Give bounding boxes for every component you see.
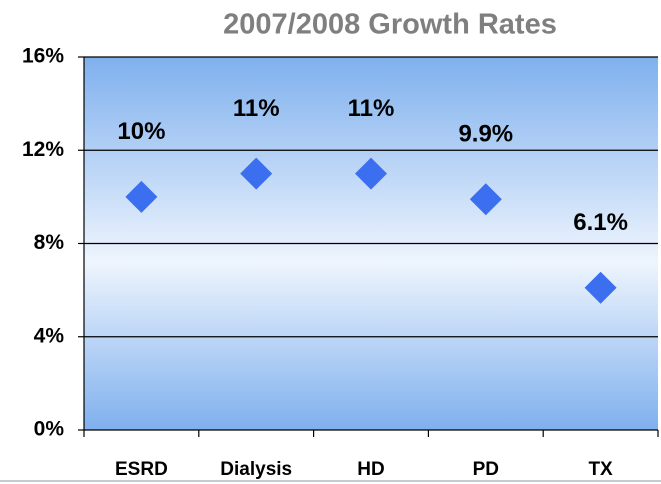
point (240, 157, 273, 190)
x-tick-label: HD (357, 459, 384, 480)
x-tick-label: TX (588, 459, 613, 480)
y-tick-label: 12% (22, 138, 64, 161)
chart-title: 2007/2008 Growth Rates (223, 9, 557, 41)
y-tick-label: 16% (22, 45, 64, 68)
y-tick-label: 4% (34, 324, 65, 347)
x-tick-label: PD (473, 459, 499, 480)
data-label: 9.9% (458, 121, 513, 148)
point (125, 180, 158, 213)
data-label: 11% (233, 95, 280, 122)
y-tick-label: 0% (34, 418, 65, 441)
data-label: 11% (348, 95, 395, 122)
point (584, 271, 617, 304)
x-tick-label: Dialysis (220, 459, 292, 480)
data-label: 6.1% (573, 209, 628, 236)
point (469, 183, 502, 216)
x-tick-label: ESRD (115, 459, 168, 480)
data-label: 10% (117, 118, 165, 145)
y-tick-label: 8% (34, 231, 65, 254)
point (355, 157, 387, 190)
